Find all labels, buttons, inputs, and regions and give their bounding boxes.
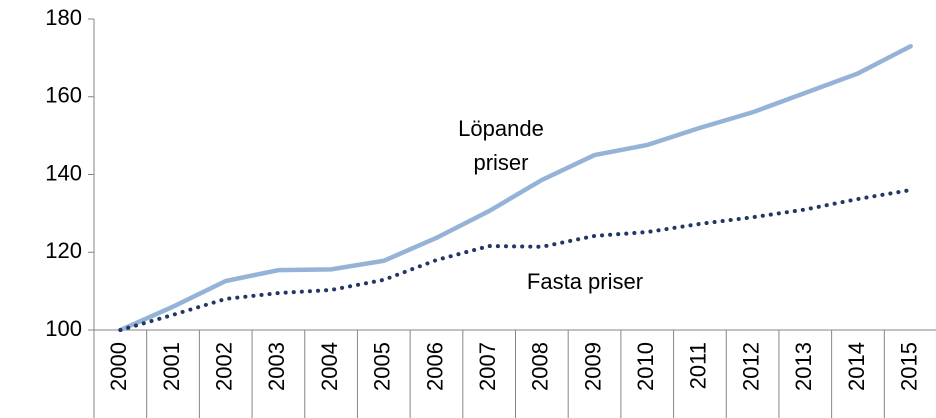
x-tick-label: 2015 <box>896 342 921 391</box>
series-annotation: Löpande priser <box>458 116 544 175</box>
x-tick-label: 2006 <box>422 342 447 391</box>
x-tick-label: 2005 <box>370 342 395 391</box>
x-tick-label: 2003 <box>264 342 289 391</box>
x-tick-label: 2001 <box>159 342 184 391</box>
x-tick-label: 2011 <box>686 342 711 389</box>
y-tick-label: 140 <box>45 160 82 185</box>
x-tick-label: 2000 <box>106 342 131 391</box>
x-tick-label: 2007 <box>475 342 500 391</box>
y-tick-label: 180 <box>45 5 82 30</box>
y-tick-label: 100 <box>45 316 82 341</box>
x-tick-label: 2009 <box>580 342 605 391</box>
x-tick-label: 2014 <box>844 342 869 391</box>
x-tick-label: 2010 <box>633 342 658 391</box>
series-annotation: Fasta priser <box>526 269 644 294</box>
x-tick-label: 2002 <box>212 342 237 391</box>
series-line <box>118 43 913 333</box>
x-tick-label: 2012 <box>738 342 763 391</box>
y-tick-label: 120 <box>45 238 82 263</box>
y-tick-label: 160 <box>45 83 82 108</box>
x-tick-label: 2008 <box>528 342 553 391</box>
x-tick-label: 2004 <box>317 342 342 391</box>
x-tick-label: 2013 <box>791 342 816 391</box>
series-line <box>118 188 913 332</box>
